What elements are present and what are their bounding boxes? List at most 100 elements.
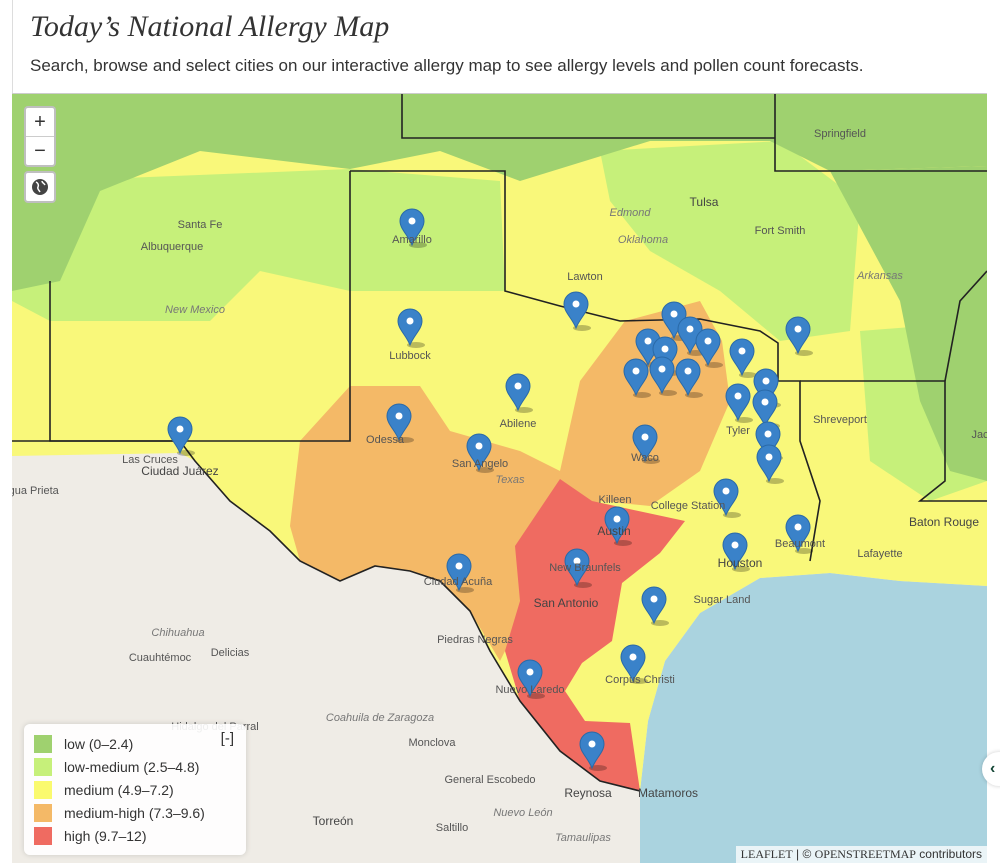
city-marker[interactable]	[446, 553, 474, 593]
map-label: Ciudad Juárez	[141, 464, 219, 478]
city-marker[interactable]	[649, 356, 677, 396]
city-marker[interactable]	[604, 506, 632, 546]
city-marker[interactable]	[620, 644, 648, 684]
map-label: Killeen	[598, 494, 632, 506]
map-label: Arkansas	[857, 270, 903, 282]
zoom-control: + −	[24, 106, 56, 167]
legend-label: medium-high (7.3–9.6)	[64, 804, 205, 821]
map-label: Waco	[631, 452, 659, 464]
city-marker[interactable]	[695, 328, 723, 368]
map-label: Shreveport	[813, 414, 867, 426]
map-label: Odessa	[366, 434, 404, 446]
gulf-of-mexico	[640, 573, 987, 863]
map-label: Ciudad Acuña	[423, 576, 493, 588]
leaflet-link[interactable]: LEAFLET	[740, 847, 793, 861]
map-label: Cuauhtémoc	[128, 652, 192, 664]
map-label: San Angelo	[451, 458, 509, 470]
city-marker[interactable]	[725, 383, 753, 423]
city-marker[interactable]	[386, 403, 414, 443]
map-label: Jac	[971, 429, 987, 441]
map-label: Matamoros	[637, 786, 699, 800]
map-label: Coahuila de Zaragoza	[325, 712, 435, 724]
city-marker[interactable]	[563, 291, 591, 331]
map-canvas[interactable]	[12, 94, 987, 863]
map-label: General Escobedo	[444, 774, 536, 786]
map-label: San Antonio	[533, 596, 599, 610]
city-marker[interactable]	[632, 424, 660, 464]
legend-item: high (9.7–12)	[34, 824, 236, 847]
city-marker[interactable]	[399, 208, 427, 248]
map-label: Piedras Negras	[437, 634, 513, 646]
zone-low-medium-nm	[12, 169, 505, 321]
map-label: Santa Fe	[177, 219, 223, 231]
globe-icon	[32, 179, 48, 195]
attribution-separator: | ©	[792, 847, 815, 861]
map-label: Austin	[597, 524, 631, 538]
map-label: Fort Smith	[754, 225, 806, 237]
map-label: Tulsa	[689, 195, 719, 209]
map-label: New Mexico	[165, 304, 225, 316]
map-label: Monclova	[408, 737, 456, 749]
side-panel-toggle[interactable]: ‹	[982, 752, 1000, 786]
city-marker[interactable]	[517, 659, 545, 699]
city-marker[interactable]	[564, 548, 592, 588]
legend-swatch	[34, 734, 52, 753]
city-marker[interactable]	[785, 514, 813, 554]
legend-swatch	[34, 803, 52, 822]
city-marker[interactable]	[397, 308, 425, 348]
map-label: Lawton	[567, 271, 603, 283]
map-label: New Braunfels	[549, 562, 621, 574]
openstreetmap-link[interactable]: OPENSTREETMAP	[814, 847, 916, 861]
page-subtitle: Search, browse and select cities on our …	[30, 56, 864, 75]
map-label: Amarillo	[392, 234, 432, 246]
city-marker[interactable]	[505, 373, 533, 413]
page-title: Today’s National Allergy Map	[30, 10, 390, 43]
map-label: Lafayette	[857, 548, 903, 560]
map-label: Corpus Christi	[605, 674, 675, 686]
legend-item: low (0–2.4)	[34, 732, 236, 755]
zoom-out-button[interactable]: −	[26, 136, 54, 165]
map-label: Sugar Land	[693, 594, 751, 606]
map-label: Baton Rouge	[908, 515, 980, 529]
map-label: Tamaulipas	[555, 832, 611, 844]
city-marker[interactable]	[785, 316, 813, 356]
legend-item: medium (4.9–7.2)	[34, 778, 236, 801]
map-label: Houston	[717, 556, 763, 570]
map-label: Tyler	[726, 425, 750, 437]
map-label: Nuevo Laredo	[495, 684, 565, 696]
city-marker[interactable]	[713, 478, 741, 518]
map-label: Abilene	[499, 418, 537, 430]
city-marker[interactable]	[641, 586, 669, 626]
map-label: Saltillo	[435, 822, 469, 834]
zoom-in-button[interactable]: +	[34, 111, 46, 133]
city-marker[interactable]	[756, 444, 784, 484]
allergy-map[interactable]: Springfield Santa Fe Albuquerque Edmond Okla…	[12, 93, 987, 863]
legend-swatch	[34, 757, 52, 776]
locate-button[interactable]	[24, 171, 56, 203]
state-borders	[12, 94, 987, 792]
map-label: Oklahoma	[617, 234, 669, 246]
legend-label: low (0–2.4)	[64, 735, 134, 752]
city-marker[interactable]	[722, 532, 750, 572]
city-marker[interactable]	[167, 416, 195, 456]
zone-medium-high	[290, 301, 730, 661]
city-marker[interactable]	[623, 358, 651, 398]
map-label: Torreón	[312, 814, 354, 828]
city-marker[interactable]	[579, 731, 607, 771]
map-label: Albuquerque	[140, 241, 204, 253]
map-label: Nuevo León	[493, 807, 553, 819]
allergy-legend: [-] low (0–2.4) low-medium (2.5–4.8) mediu…	[24, 724, 246, 855]
legend-swatch	[34, 780, 52, 799]
attribution-text: contributors	[915, 847, 982, 861]
legend-label: high (9.7–12)	[64, 827, 147, 844]
legend-collapse-button[interactable]: [-]	[220, 730, 234, 747]
map-label: Texas	[495, 474, 525, 486]
city-marker[interactable]	[729, 338, 757, 378]
city-marker[interactable]	[466, 433, 494, 473]
city-markers[interactable]	[167, 208, 813, 771]
map-label: Edmond	[609, 207, 651, 219]
city-marker[interactable]	[675, 358, 703, 398]
zone-low-north	[12, 94, 987, 291]
map-label: College Station	[650, 500, 726, 512]
city-marker[interactable]	[677, 316, 705, 356]
